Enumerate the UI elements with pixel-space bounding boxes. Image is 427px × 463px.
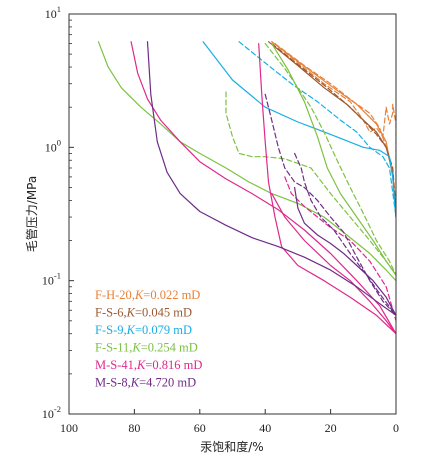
legend-entry-m-s-41: M-S-41,K=0.816 mD: [95, 358, 202, 372]
y-tick-label: 100: [45, 137, 61, 154]
series-line-m-s-41: [271, 193, 396, 335]
series-line-f-h-20-dashed: [271, 41, 396, 218]
series-layer: [97, 41, 396, 335]
x-tick-label: 100: [60, 421, 78, 435]
series-line-f-s-9-dashed: [238, 41, 396, 218]
legend-entry-f-h-20: F-H-20,K=0.022 mD: [95, 288, 200, 302]
y-axis-title: 毛管压力/MPa: [24, 176, 39, 252]
y-tick-label: 10-2: [42, 404, 61, 421]
series-line-m-s-8: [294, 186, 396, 316]
x-axis-title: 汞饱和度/%: [200, 439, 263, 454]
legend-entry-f-s-9: F-S-9,K=0.079 mD: [95, 323, 192, 337]
x-tick-label: 40: [259, 421, 271, 435]
series-line-m-s-41-dashed: [284, 176, 396, 322]
y-tick-label: 101: [45, 4, 61, 21]
x-tick-label: 60: [194, 421, 206, 435]
x-tick-label: 80: [128, 421, 140, 435]
series-line-f-s-11: [271, 43, 396, 276]
legend-entry-f-s-6: F-S-6,K=0.045 mD: [95, 306, 192, 320]
legend-entry-f-s-11: F-S-11,K=0.254 mD: [95, 341, 198, 355]
series-line-f-s-9: [202, 41, 396, 218]
series-line-m-s-8-dashed: [264, 93, 396, 316]
series-line-m-s-8: [146, 41, 396, 316]
series-line-f-s-11: [97, 41, 396, 282]
y-tick-label: 10-1: [42, 271, 61, 288]
plot-frame: [68, 13, 397, 415]
series-line-f-s-6-dashed: [271, 43, 396, 213]
series-line-m-s-41: [130, 41, 396, 335]
x-tick-label: 20: [325, 421, 337, 435]
series-line-f-s-11-dashed: [264, 43, 396, 276]
axes-layer: 100 80 60 40 20 0 10-2 10-1 100 101: [42, 4, 399, 435]
x-tick-label: 0: [393, 421, 399, 435]
series-line-m-s-8-dashed: [294, 152, 396, 316]
legend-entry-m-s-8: M-S-8,K=4.720 mD: [95, 376, 196, 390]
series-line-m-s-41: [258, 43, 396, 335]
legend: F-H-20,K=0.022 mD F-S-6,K=0.045 mD F-S-9,K…: [95, 288, 202, 390]
